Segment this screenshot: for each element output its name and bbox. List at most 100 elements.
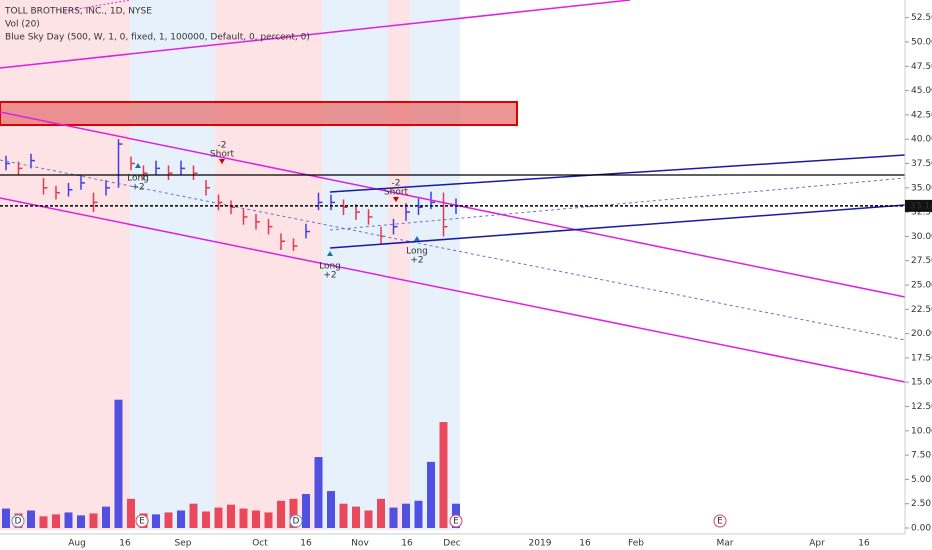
volume-bar: [264, 512, 273, 528]
signal-label: Long: [319, 262, 341, 272]
volume-bar: [214, 507, 223, 528]
chart-title: TOLL BROTHERS, INC., 1D, NYSE: [4, 7, 152, 17]
volume-bar: [164, 512, 173, 528]
x-tick-label: 16: [119, 539, 131, 549]
event-marker: [135, 514, 149, 528]
y-tick-label: 25.00: [911, 281, 932, 291]
event-marker: [449, 514, 463, 528]
volume-bar: [177, 510, 185, 528]
signal-label: Long: [127, 174, 149, 184]
legend-line: Blue Sky Day (500, W, 1, 0, fixed, 1, 10…: [5, 33, 310, 43]
volume-bar: [27, 510, 35, 528]
x-tick-label: Apr: [809, 539, 825, 549]
volume-bar: [114, 399, 123, 528]
y-tick-label: 50.00: [911, 38, 932, 48]
event-marker: [289, 514, 303, 528]
volume-bar: [314, 457, 323, 528]
y-tick-label: 10.00: [911, 426, 932, 436]
event-label: D: [15, 517, 22, 527]
signal-arrow: [327, 251, 333, 256]
legend-line: Vol (20): [5, 20, 40, 30]
y-tick-label: 40.00: [911, 135, 932, 145]
y-tick-label: 22.50: [911, 305, 932, 315]
x-tick-label: Oct: [252, 539, 268, 549]
signal-label: Short: [384, 188, 409, 198]
x-tick-label: Dec: [443, 539, 460, 549]
volume-bar: [377, 498, 385, 528]
x-tick-label: 16: [300, 539, 312, 549]
event-label: E: [139, 517, 145, 527]
event-label: E: [717, 517, 723, 527]
volume-bar: [302, 493, 310, 528]
x-tick-label: Nov: [351, 539, 369, 549]
x-tick-label: 16: [579, 539, 591, 549]
volume-bar: [364, 510, 373, 528]
signal-label: Short: [210, 150, 235, 160]
volume-bar: [252, 510, 260, 528]
volume-bar: [289, 498, 298, 528]
event-marker: [713, 514, 727, 528]
y-tick-label: 52.50: [911, 13, 932, 23]
volume-bar: [39, 516, 48, 528]
signal-arrow: [414, 236, 420, 241]
y-tick-label: 35.00: [911, 183, 932, 193]
volume-bar: [102, 506, 110, 528]
volume-bar: [127, 498, 135, 528]
y-tick-label: 45.00: [911, 86, 932, 96]
volume-bar: [227, 504, 235, 528]
volume-bar: [339, 503, 348, 528]
y-tick-label: 42.50: [911, 110, 932, 120]
volume-bar: [52, 514, 60, 528]
volume-bar: [277, 500, 285, 528]
x-tick-label: 16: [401, 539, 413, 549]
volume-bar: [389, 507, 398, 528]
y-tick-label: 27.50: [911, 256, 932, 266]
y-tick-label: 2.50: [911, 499, 931, 509]
y-tick-label: 15.00: [911, 378, 932, 388]
signal-label: -2: [218, 141, 227, 151]
y-tick-label: 32.50: [911, 208, 932, 218]
volume-bar: [189, 503, 198, 528]
volume-bar: [352, 506, 360, 528]
volume-bar: [427, 461, 435, 528]
volume-bar: [89, 513, 98, 528]
data-layer: [2, 139, 460, 528]
signal-label: Long: [406, 247, 428, 257]
volume-bar: [327, 491, 335, 528]
signal-label: +2: [323, 271, 336, 281]
volume-bar: [2, 508, 10, 528]
y-tick-label: 37.50: [911, 159, 932, 169]
event-label: D: [293, 517, 300, 527]
volume-bar: [77, 515, 85, 528]
signal-arrow: [393, 197, 399, 202]
y-tick-label: 0.00: [911, 524, 931, 534]
background-zones: [0, 0, 460, 530]
x-tick-label: Sep: [175, 539, 192, 549]
x-tick-label: Mar: [717, 539, 734, 549]
y-tick-label: 5.00: [911, 475, 931, 485]
x-tick-label: Feb: [628, 539, 644, 549]
signal-label: -2: [392, 179, 401, 189]
volume-bar: [402, 503, 410, 528]
y-tick-label: 20.00: [911, 329, 932, 339]
x-tick-label: 16: [858, 539, 870, 549]
last-price-tag: [905, 199, 932, 212]
x-tick-label: 2019: [529, 539, 552, 549]
signal-label: +2: [131, 183, 144, 193]
volume-bar: [239, 508, 248, 528]
signal-arrow: [219, 159, 225, 164]
y-tick-label: 30.00: [911, 232, 932, 242]
event-label: E: [453, 517, 459, 527]
volume-bar: [414, 500, 423, 528]
volume-bar: [152, 514, 160, 528]
legend: TOLL BROTHERS, INC., 1D, NYSE Vol (20) B…: [4, 7, 310, 43]
y-tick-label: 7.50: [911, 451, 931, 461]
event-marker: [11, 514, 25, 528]
signal-arrow: [135, 163, 141, 168]
volume-bar: [64, 512, 73, 528]
volume-bar: [439, 422, 448, 528]
y-tick-label: 17.50: [911, 353, 932, 363]
volume-bar: [202, 511, 210, 528]
y-tick-label: 47.50: [911, 62, 932, 72]
